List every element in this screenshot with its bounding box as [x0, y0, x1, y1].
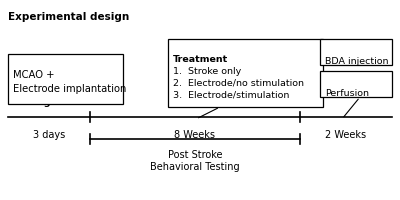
Text: Post Stroke
Behavioral Testing: Post Stroke Behavioral Testing — [150, 149, 240, 171]
Text: Treatment: Treatment — [173, 55, 228, 64]
Bar — [320, 40, 392, 66]
Text: Electrode implantation: Electrode implantation — [13, 84, 126, 94]
Text: BDA injection: BDA injection — [325, 57, 388, 66]
Bar — [8, 55, 123, 104]
Text: 8 Weeks: 8 Weeks — [174, 129, 216, 139]
Text: 3 days: 3 days — [33, 129, 65, 139]
Text: 3.  Electrode/stimulation: 3. Electrode/stimulation — [173, 91, 289, 100]
Bar — [320, 72, 392, 98]
Text: Perfusion: Perfusion — [325, 89, 369, 98]
Text: 2 Weeks: 2 Weeks — [326, 129, 366, 139]
Text: MCAO +: MCAO + — [13, 70, 54, 80]
Text: Behavioral
Training: Behavioral Training — [8, 88, 65, 107]
Text: 1.  Stroke only: 1. Stroke only — [173, 67, 241, 76]
Bar — [168, 40, 323, 107]
Text: Experimental design: Experimental design — [8, 12, 129, 22]
Text: 2.  Electrode/no stimulation: 2. Electrode/no stimulation — [173, 79, 304, 88]
